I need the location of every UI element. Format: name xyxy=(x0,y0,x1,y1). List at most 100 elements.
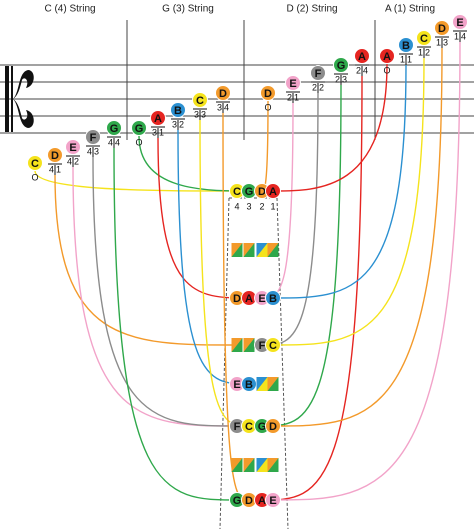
connector xyxy=(92,156,238,427)
string-number: 1 xyxy=(270,201,275,211)
note-label: E xyxy=(258,293,265,305)
connector xyxy=(113,147,238,501)
note-bubble xyxy=(354,48,370,64)
note-bubble xyxy=(192,92,208,108)
connector xyxy=(222,112,250,501)
fingering: 1 xyxy=(436,37,441,47)
fingering: 4 xyxy=(87,146,92,156)
note-bubble xyxy=(265,183,281,199)
note-label: C xyxy=(233,186,241,198)
connector xyxy=(272,64,407,299)
color-block xyxy=(267,243,279,257)
note-label: C xyxy=(420,33,428,45)
note-label: D xyxy=(51,150,59,162)
fingering: 3 xyxy=(172,119,177,129)
note-bubble xyxy=(47,147,63,163)
connector xyxy=(261,75,363,501)
string-header: A (1) String xyxy=(385,4,435,15)
note-label: G xyxy=(245,186,254,198)
note-bubble xyxy=(265,290,281,306)
note-bubble xyxy=(285,75,301,91)
fingering: O xyxy=(264,102,271,112)
fingering: 2 xyxy=(179,119,184,129)
color-block xyxy=(243,458,255,472)
note-bubble xyxy=(170,102,186,118)
note-bubble xyxy=(65,139,81,155)
note-bubble xyxy=(265,492,281,508)
fingering: 1 xyxy=(418,47,423,57)
fingering: 1 xyxy=(400,54,405,64)
fingering: 3 xyxy=(152,127,157,137)
fingering: 2 xyxy=(312,82,317,92)
color-block xyxy=(256,243,268,257)
note-bubble xyxy=(265,337,281,353)
fingering: 1 xyxy=(159,127,164,137)
fingering: 3 xyxy=(194,109,199,119)
staff xyxy=(0,20,474,140)
fingering: 2 xyxy=(335,74,340,84)
connector xyxy=(272,41,461,501)
color-block xyxy=(243,243,255,257)
note-label: C xyxy=(269,340,277,352)
note-bubble xyxy=(452,14,468,30)
color-block xyxy=(256,377,268,391)
note-label: F xyxy=(259,340,266,352)
color-block xyxy=(267,458,279,472)
note-bubble xyxy=(379,48,395,64)
fingering: 1 xyxy=(56,164,61,174)
note-bubble xyxy=(416,30,432,46)
note-bubble xyxy=(131,120,147,136)
fingering: O xyxy=(383,65,390,75)
note-label: E xyxy=(289,78,296,90)
note-bubble xyxy=(333,57,349,73)
connector xyxy=(157,137,250,299)
fingering: O xyxy=(31,172,38,182)
note-label: E xyxy=(269,495,276,507)
note-label: D xyxy=(245,495,253,507)
fingering: 1 xyxy=(454,31,459,41)
note-label: D xyxy=(258,186,266,198)
note-label: G xyxy=(110,123,119,135)
connector xyxy=(272,57,425,346)
fingering: 1 xyxy=(407,54,412,64)
connector xyxy=(34,170,238,192)
fingering: 4 xyxy=(363,65,368,75)
connector xyxy=(54,174,238,346)
note-label: G xyxy=(258,421,267,433)
fingering: 4 xyxy=(67,156,72,166)
note-bubble xyxy=(215,85,231,101)
note-label: E xyxy=(233,379,240,391)
note-label: A xyxy=(383,51,391,63)
color-block xyxy=(231,338,243,352)
fingering: 1 xyxy=(294,92,299,102)
color-block xyxy=(267,377,279,391)
note-label: F xyxy=(234,421,241,433)
note-label: A xyxy=(245,293,253,305)
fingering: 3 xyxy=(342,74,347,84)
string-header: C (4) String xyxy=(44,4,95,15)
note-label: A xyxy=(258,495,266,507)
color-block xyxy=(231,458,243,472)
note-bubble xyxy=(260,85,276,101)
note-bubble xyxy=(310,65,326,81)
color-block xyxy=(256,458,268,472)
color-block xyxy=(231,243,243,257)
string-number: 2 xyxy=(259,201,264,211)
string-number: 3 xyxy=(246,201,251,211)
connector xyxy=(138,135,250,192)
fingering: 2 xyxy=(287,92,292,102)
note-label: C xyxy=(245,421,253,433)
fingering: 3 xyxy=(443,37,448,47)
note-bubble xyxy=(106,120,122,136)
note-label: F xyxy=(315,68,322,80)
note-label: D xyxy=(233,293,241,305)
string-number: 4 xyxy=(234,201,239,211)
note-label: D xyxy=(219,88,227,100)
connector xyxy=(272,47,443,427)
note-label: D xyxy=(264,88,272,100)
fingering: 3 xyxy=(217,102,222,112)
connector xyxy=(72,166,238,427)
note-label: A xyxy=(358,51,366,63)
fingering: 3 xyxy=(94,146,99,156)
